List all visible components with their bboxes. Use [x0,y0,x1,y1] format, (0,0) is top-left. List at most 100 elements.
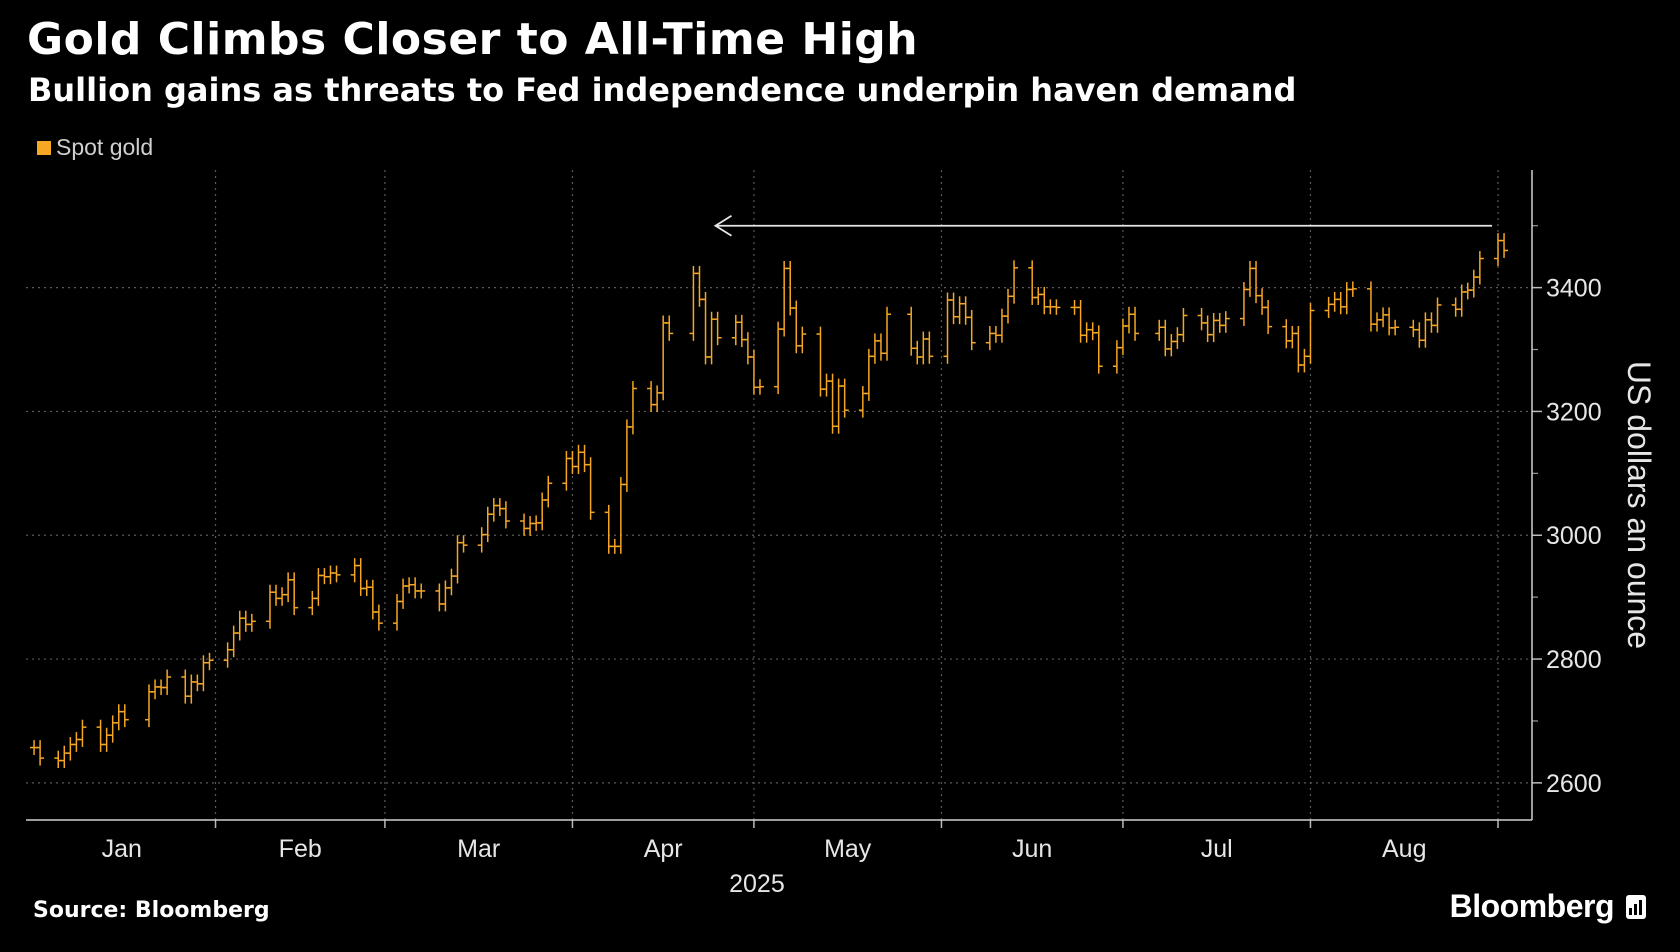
price-bar-2025-08-07 [1342,282,1351,315]
price-bar-2025-07-22 [1245,261,1254,297]
price-bar-2025-04-25 [713,311,722,346]
price-bar-2025-04-03 [580,444,589,473]
price-bar-2025-07-10 [1173,327,1182,349]
price-series [30,233,1509,768]
brand-name: Bloomberg [1449,888,1615,924]
y-axis-title: US dollars an ounce [1621,361,1657,649]
price-bar-2025-01-08 [66,737,75,761]
price-bar-2025-05-13 [822,373,831,397]
y-tick-label-3000: 3000 [1546,522,1602,550]
price-bar-2025-01-10 [78,719,87,747]
price-bar-2025-08-20 [1421,312,1430,348]
price-bar-2025-02-11 [272,584,281,606]
price-bar-2025-02-10 [265,584,274,629]
price-bar-2025-02-28 [374,604,383,631]
price-bar-2025-04-11 [628,381,637,435]
bloomberg-logo: Bloomberg [1450,888,1646,925]
price-bar-2025-01-24 [163,669,172,695]
price-bar-2025-04-30 [743,332,752,365]
price-bar-2025-07-29 [1288,326,1297,349]
price-bar-2025-03-21 [501,501,510,529]
price-bar-2025-08-27 [1463,282,1472,300]
price-bar-2025-08-26 [1457,284,1466,317]
price-bar-2025-05-16 [840,378,849,418]
price-bar-2025-08-06 [1336,291,1345,315]
price-bar-2025-01-09 [72,732,81,752]
price-bar-2025-05-06 [780,261,789,337]
price-bar-2025-04-23 [701,291,710,365]
chart-title: Gold Climbs Closer to All-Time High [27,14,919,65]
price-bar-2025-05-05 [774,321,783,395]
price-bar-2025-01-15 [108,715,117,743]
arrow-head [713,214,732,237]
price-bar-2025-07-28 [1282,319,1291,349]
price-bar-2025-03-10 [435,583,444,612]
price-bar-2025-03-14 [459,535,468,553]
price-bar-2025-04-21 [689,265,698,341]
price-bar-2025-01-27 [181,669,190,704]
price-bar-2025-08-29 [1475,251,1484,285]
price-bar-2025-06-03 [949,292,958,325]
tick-labels: 2600 2800 3000 3200 3400 Jan Feb Mar Apr May Jun Ju… [102,275,1602,863]
price-bar-2025-01-16 [114,704,123,731]
price-bar-2025-05-09 [798,326,807,354]
price-bar-2025-03-27 [538,492,547,531]
price-bar-2025-07-09 [1167,334,1176,357]
price-bar-2025-04-09 [616,477,625,554]
price-bar-2025-07-07 [1155,319,1164,341]
price-bar-2025-01-28 [187,674,196,704]
price-bar-2025-04-02 [574,444,583,474]
price-bar-2025-08-08 [1348,281,1357,297]
price-bar-2025-07-08 [1161,319,1170,357]
price-bar-2025-07-21 [1239,282,1248,326]
price-bar-2025-08-15 [1391,319,1400,336]
annotation-arrow [713,214,1493,237]
source-note: Source: Bloomberg [33,898,270,923]
y-tick-label-2600: 2600 [1546,770,1602,798]
x-tick-label-may: May [824,835,872,863]
price-bar-2025-06-06 [967,309,976,351]
price-bar-2025-08-21 [1427,312,1436,333]
price-bar-2025-05-14 [828,373,837,434]
price-bar-2025-01-17 [120,704,129,728]
price-bar-2025-04-14 [647,381,656,413]
price-bar-2025-07-16 [1209,313,1218,343]
x-tick-label-jul: Jul [1201,835,1233,863]
price-bar-2025-06-05 [961,296,970,325]
price-bar-2025-06-11 [997,308,1006,343]
axes [26,170,1542,828]
price-bar-2025-08-19 [1415,322,1424,348]
price-bar-2025-07-23 [1252,261,1261,304]
y-tick-label-2800: 2800 [1546,646,1602,674]
price-bar-2025-07-18 [1221,311,1230,333]
price-bar-2025-02-06 [241,610,250,632]
price-bar-2025-03-18 [483,506,492,543]
price-bar-2025-04-01 [568,451,577,474]
price-bar-2025-03-28 [544,475,553,508]
y-tick-label-3200: 3200 [1546,398,1602,426]
price-bar-2025-03-12 [447,568,456,596]
gridlines [26,170,1532,820]
legend-swatch-spot-gold [37,140,51,155]
price-bar-2025-04-29 [737,314,746,348]
price-bar-2025-08-22 [1433,297,1442,333]
price-bar-2025-02-14 [290,572,299,616]
price-bar-2025-02-24 [350,558,359,583]
price-bar-2025-05-28 [913,340,922,365]
price-bar-2025-05-12 [816,326,825,397]
price-bar-2025-07-11 [1179,308,1188,343]
price-bar-2025-04-10 [622,419,631,492]
price-bar-2025-08-04 [1324,296,1333,318]
price-bar-2025-01-06 [54,750,63,768]
price-bar-2025-05-23 [883,306,892,361]
legend: Spot gold [37,134,153,161]
price-bar-2025-08-13 [1379,307,1388,328]
price-bar-2025-06-13 [1010,260,1019,304]
x-axis-year-label: 2025 [729,870,785,898]
price-bar-2025-04-15 [653,385,662,413]
price-bar-2025-05-21 [870,333,879,364]
price-bar-2025-06-25 [1082,322,1091,343]
price-bar-2025-08-18 [1409,319,1418,338]
price-bar-2025-08-14 [1385,307,1394,336]
price-bar-2025-05-19 [858,386,867,418]
